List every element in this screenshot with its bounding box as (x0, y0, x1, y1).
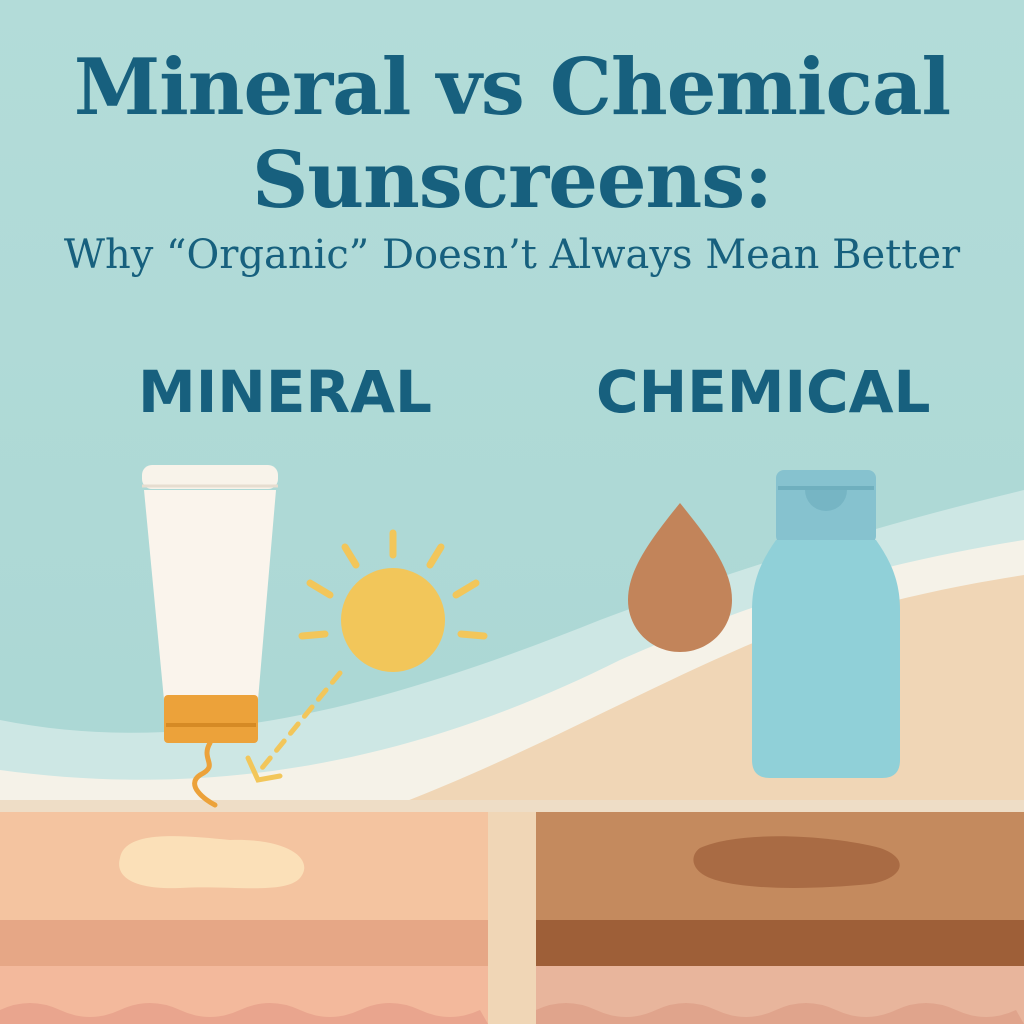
dashed-arrow-icon (245, 670, 343, 783)
sunscreen-tube-icon (142, 465, 278, 808)
title-line-2: Sunscreens: (252, 135, 773, 226)
skin-layers-icon-mineral (0, 812, 488, 1024)
mineral-label: MINERAL (138, 358, 432, 426)
sunscreen-bottle-icon (752, 470, 900, 778)
title-line-1: Mineral vs Chemical (73, 42, 951, 133)
subtitle: Why “Organic” Doesn’t Always Mean Better (63, 232, 961, 278)
droplet-icon (628, 503, 732, 652)
chemical-label: CHEMICAL (596, 358, 931, 426)
sun-icon (298, 529, 488, 672)
skin-layers-icon-chemical (536, 812, 1024, 1024)
